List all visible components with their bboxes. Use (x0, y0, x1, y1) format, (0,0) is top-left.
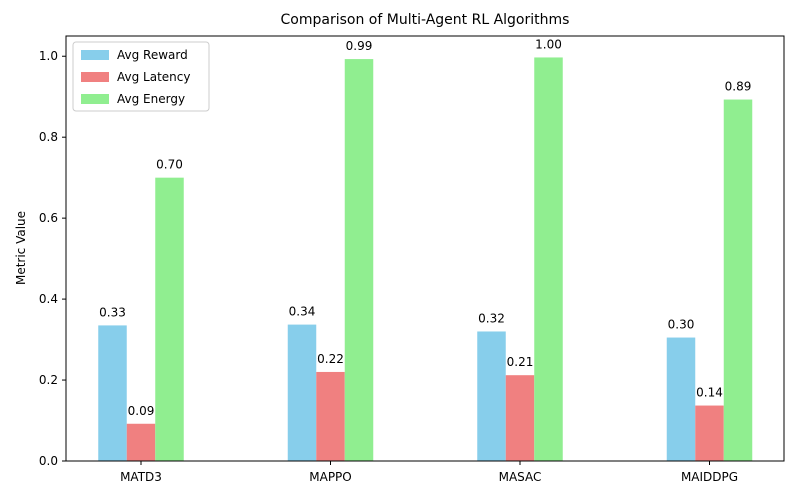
legend-swatch (81, 72, 109, 82)
y-tick-label: 0.6 (39, 211, 58, 225)
bar-value-label: 0.21 (507, 355, 534, 369)
y-tick-label: 0.8 (39, 130, 58, 144)
bar-value-label: 0.34 (289, 305, 316, 319)
bar-value-label: 0.33 (99, 305, 126, 319)
bar-mappo-avg-energy (344, 59, 374, 461)
y-tick-label: 0.4 (39, 292, 58, 306)
x-tick-label: MAPPO (309, 470, 351, 484)
plot-frame (65, 35, 785, 462)
bar-value-label: 0.14 (696, 386, 723, 400)
bar-value-label: 0.32 (478, 311, 505, 325)
y-axis: 0.0 0.2 0.4 0.6 0.8 1.0 (39, 49, 66, 468)
legend-swatch (81, 50, 109, 60)
bar-value-label: 0.22 (317, 352, 344, 366)
bar-mappo-avg-latency (316, 371, 345, 461)
bar-matd3-avg-latency (126, 423, 156, 461)
x-tick-label: MAIDDPG (681, 470, 738, 484)
y-tick-label: 0.2 (39, 373, 58, 387)
y-tick-label: 0.0 (39, 454, 58, 468)
x-axis: MATD3 MAPPO MASAC MAIDDPG (120, 461, 738, 484)
bar-maiddpg-avg-energy (723, 99, 753, 462)
legend-label: Avg Energy (117, 92, 185, 106)
bar-value-label: 0.30 (668, 318, 695, 332)
legend-swatch (81, 94, 109, 104)
bars-layer (98, 57, 753, 462)
bar-masac-avg-reward (477, 331, 506, 461)
bar-maiddpg-avg-reward (666, 337, 696, 461)
y-axis-label: Metric Value (14, 211, 28, 285)
bar-matd3-avg-energy (155, 177, 184, 461)
bar-value-label: 1.00 (535, 37, 562, 51)
bar-matd3-avg-reward (98, 325, 127, 461)
bar-masac-avg-latency (505, 375, 535, 461)
x-tick-label: MASAC (499, 470, 542, 484)
chart-title: Comparison of Multi-Agent RL Algorithms (281, 12, 570, 28)
legend-label: Avg Reward (117, 48, 188, 62)
bar-labels-layer: 0.33 0.34 0.32 0.30 0.09 0.22 0.21 0.14 0.70 0.99… (99, 37, 751, 417)
bar-maiddpg-avg-latency (695, 405, 724, 461)
bar-value-label: 0.99 (346, 39, 373, 53)
legend-label: Avg Latency (117, 70, 190, 84)
bar-value-label: 0.09 (128, 404, 155, 418)
bar-value-label: 0.89 (725, 80, 752, 94)
legend: Avg Reward Avg Latency Avg Energy (72, 41, 210, 112)
bar-masac-avg-energy (534, 57, 563, 461)
x-tick-label: MATD3 (120, 470, 162, 484)
bar-value-label: 0.70 (156, 158, 183, 172)
y-tick-label: 1.0 (39, 49, 58, 63)
bar-mappo-avg-reward (287, 324, 317, 461)
